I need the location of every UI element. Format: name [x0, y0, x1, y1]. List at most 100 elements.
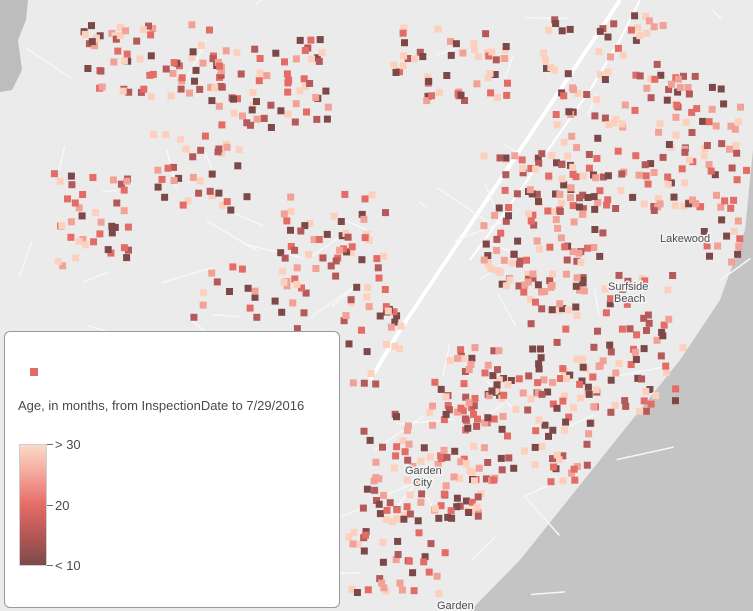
inspection-point[interactable] [680, 72, 687, 80]
inspection-point[interactable] [442, 410, 450, 418]
inspection-point[interactable] [493, 94, 501, 102]
inspection-point[interactable] [209, 55, 217, 63]
inspection-point[interactable] [147, 52, 155, 60]
inspection-point[interactable] [604, 68, 612, 76]
inspection-point[interactable] [178, 74, 186, 82]
inspection-point[interactable] [510, 250, 518, 258]
inspection-point[interactable] [554, 224, 562, 232]
inspection-point[interactable] [723, 232, 731, 240]
inspection-point[interactable] [340, 317, 348, 325]
inspection-point[interactable] [484, 414, 492, 422]
inspection-point[interactable] [223, 198, 231, 206]
inspection-point[interactable] [337, 218, 345, 225]
inspection-point[interactable] [251, 293, 259, 301]
inspection-point[interactable] [674, 88, 682, 96]
inspection-point[interactable] [92, 209, 99, 217]
inspection-point[interactable] [544, 388, 552, 396]
inspection-point[interactable] [287, 243, 295, 250]
inspection-point[interactable] [381, 286, 389, 293]
inspection-point[interactable] [312, 94, 320, 101]
inspection-point[interactable] [644, 311, 652, 319]
inspection-point[interactable] [340, 245, 347, 253]
inspection-point[interactable] [612, 205, 620, 212]
inspection-point[interactable] [197, 146, 205, 154]
inspection-point[interactable] [579, 355, 587, 363]
inspection-point[interactable] [361, 234, 369, 242]
inspection-point[interactable] [676, 84, 684, 91]
inspection-point[interactable] [272, 49, 280, 57]
inspection-point[interactable] [607, 408, 615, 416]
inspection-point[interactable] [380, 252, 388, 260]
inspection-point[interactable] [368, 191, 376, 199]
inspection-point[interactable] [454, 354, 462, 362]
inspection-point[interactable] [391, 318, 399, 326]
inspection-point[interactable] [569, 202, 577, 210]
inspection-point[interactable] [392, 69, 400, 76]
inspection-point[interactable] [482, 475, 490, 483]
inspection-point[interactable] [647, 160, 655, 168]
inspection-point[interactable] [387, 323, 395, 331]
inspection-point[interactable] [497, 454, 505, 462]
inspection-point[interactable] [712, 122, 720, 130]
inspection-point[interactable] [393, 312, 401, 320]
inspection-point[interactable] [90, 238, 97, 246]
inspection-point[interactable] [81, 30, 89, 38]
inspection-point[interactable] [533, 190, 541, 198]
inspection-point[interactable] [572, 282, 580, 290]
inspection-point[interactable] [215, 189, 223, 197]
inspection-point[interactable] [353, 589, 361, 596]
inspection-point[interactable] [312, 265, 320, 272]
inspection-point[interactable] [471, 394, 479, 402]
inspection-point[interactable] [287, 207, 295, 215]
inspection-point[interactable] [380, 584, 388, 592]
inspection-point[interactable] [360, 379, 368, 387]
inspection-point[interactable] [652, 391, 660, 399]
inspection-point[interactable] [529, 345, 537, 353]
inspection-point[interactable] [214, 148, 222, 156]
inspection-point[interactable] [75, 204, 83, 212]
inspection-point[interactable] [653, 336, 661, 344]
inspection-point[interactable] [549, 270, 557, 278]
inspection-point[interactable] [584, 244, 591, 252]
inspection-point[interactable] [480, 152, 488, 160]
inspection-point[interactable] [610, 119, 618, 127]
inspection-point[interactable] [315, 57, 323, 65]
inspection-point[interactable] [301, 222, 309, 230]
inspection-point[interactable] [446, 357, 454, 364]
inspection-point[interactable] [558, 27, 566, 35]
inspection-point[interactable] [579, 210, 586, 218]
inspection-point[interactable] [363, 293, 371, 301]
inspection-point[interactable] [728, 258, 736, 266]
inspection-point[interactable] [488, 48, 496, 56]
inspection-point[interactable] [734, 118, 742, 126]
inspection-point[interactable] [71, 199, 79, 207]
inspection-point[interactable] [191, 77, 198, 85]
inspection-point[interactable] [64, 195, 71, 203]
inspection-point[interactable] [409, 462, 417, 470]
inspection-point[interactable] [515, 375, 523, 383]
inspection-point[interactable] [246, 304, 254, 312]
inspection-point[interactable] [555, 456, 563, 464]
inspection-point[interactable] [473, 80, 481, 88]
inspection-point[interactable] [382, 515, 390, 523]
inspection-point[interactable] [448, 514, 456, 522]
inspection-point[interactable] [636, 32, 644, 40]
inspection-point[interactable] [253, 115, 261, 123]
inspection-point[interactable] [743, 166, 750, 174]
inspection-point[interactable] [108, 229, 116, 237]
inspection-point[interactable] [243, 119, 251, 127]
inspection-point[interactable] [728, 164, 736, 172]
inspection-point[interactable] [195, 189, 203, 197]
inspection-point[interactable] [528, 190, 536, 198]
inspection-point[interactable] [604, 172, 612, 180]
inspection-point[interactable] [640, 345, 648, 353]
inspection-point[interactable] [527, 395, 535, 403]
inspection-point[interactable] [416, 480, 424, 488]
inspection-point[interactable] [391, 342, 399, 350]
inspection-point[interactable] [398, 586, 406, 594]
inspection-point[interactable] [511, 152, 519, 160]
inspection-point[interactable] [664, 181, 672, 188]
inspection-point[interactable] [530, 221, 538, 229]
inspection-point[interactable] [208, 170, 216, 178]
inspection-point[interactable] [323, 115, 331, 123]
